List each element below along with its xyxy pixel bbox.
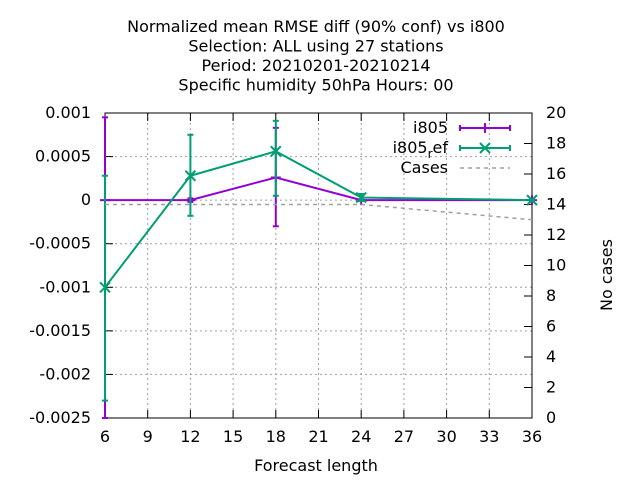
- x-tick-label: 15: [223, 427, 243, 446]
- y-tick-label: -0.0005: [29, 234, 91, 253]
- x-tick-label: 36: [522, 427, 542, 446]
- y2-tick-label: 4: [546, 347, 556, 366]
- x-tick-label: 12: [180, 427, 200, 446]
- cross-marker: [99, 281, 111, 293]
- cross-marker: [270, 145, 282, 158]
- y-tick-label: -0.0015: [29, 321, 91, 340]
- x-tick-label: 24: [351, 427, 371, 446]
- y2-axis-label: No cases: [597, 239, 616, 311]
- x-tick-label: 21: [308, 427, 328, 446]
- y-tick-label: -0.002: [39, 364, 91, 383]
- legend-label: i805: [413, 118, 448, 137]
- y2-tick-label: 16: [546, 164, 566, 183]
- series-line: [105, 176, 532, 202]
- x-tick-label: 27: [394, 427, 414, 446]
- x-tick-label: 30: [436, 427, 456, 446]
- x-tick-label: 33: [479, 427, 499, 446]
- y2-tick-label: 2: [546, 378, 556, 397]
- legend-entry: i805ref: [393, 138, 511, 161]
- y-tick-label: -0.0025: [29, 408, 91, 427]
- y2-tick-label: 6: [546, 317, 556, 336]
- cross-marker: [479, 142, 491, 154]
- cross-marker: [184, 170, 197, 182]
- y2-tick-label: 8: [546, 286, 556, 305]
- x-tick-label: 18: [266, 427, 286, 446]
- grid: [105, 113, 532, 418]
- y-tick-label: -0.001: [39, 277, 91, 296]
- x-axis-label: Forecast length: [254, 456, 378, 475]
- legend-entry: Cases: [401, 158, 510, 177]
- cross-marker: [526, 194, 538, 206]
- y2-tick-label: 12: [546, 225, 566, 244]
- y2-tick-label: 18: [546, 134, 566, 153]
- axes: 6 9 12 15 18 21 24 27 30 33 360.0010.00050-0.0005-…: [29, 103, 566, 446]
- legend-label: i805ref: [393, 138, 449, 161]
- title-line: Period: 20210201-20210214: [201, 56, 430, 75]
- cross-marker: [355, 191, 367, 204]
- legend-label: Cases: [401, 158, 449, 177]
- title-line: Specific humidity 50hPa Hours: 00: [178, 76, 453, 95]
- y-tick-label: 0.001: [45, 103, 91, 122]
- y2-tick-label: 14: [546, 195, 566, 214]
- series-cases: [105, 203, 533, 221]
- legend-entry: i805: [413, 118, 511, 137]
- series-i805: [100, 116, 537, 419]
- y-tick-label: 0: [81, 190, 91, 209]
- series-i805-ref: [99, 119, 538, 402]
- title-line: Normalized mean RMSE diff (90% conf) vs …: [127, 17, 505, 36]
- x-tick-label: 9: [143, 427, 153, 446]
- y-tick-label: 0.0005: [35, 147, 91, 166]
- y2-tick-label: 20: [546, 103, 566, 122]
- y2-tick-label: 0: [546, 408, 556, 427]
- y2-tick-label: 10: [546, 256, 566, 275]
- x-tick-label: 6: [100, 427, 110, 446]
- series: [99, 116, 538, 419]
- title-line: Selection: ALL using 27 stations: [188, 37, 443, 56]
- chart-title: Normalized mean RMSE diff (90% conf) vs …: [127, 17, 505, 95]
- series-line: [105, 203, 533, 221]
